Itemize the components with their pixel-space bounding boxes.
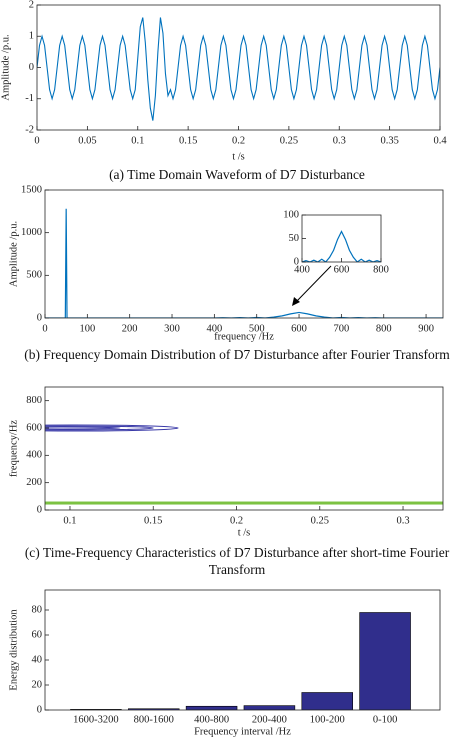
x-tick-label: 0.05 [78, 135, 96, 146]
x-tick-label: 0.35 [380, 135, 398, 146]
axes-box [44, 589, 441, 711]
panel: 0 50 100 400 600 800 [283, 209, 389, 275]
y-tick-label: 40 [32, 654, 43, 665]
y-tick-label: -2 [25, 124, 34, 135]
plot-content [70, 612, 411, 710]
line [302, 230, 381, 262]
y-tick-label: 50 [289, 233, 300, 244]
x-tick-label: 100-200 [310, 714, 345, 725]
x-tick-label: 800 [376, 323, 392, 334]
axes-box [44, 386, 444, 511]
y-tick-label: 100 [283, 209, 299, 220]
contour [45, 426, 121, 430]
x-tick-label: 1600-3200 [73, 714, 119, 725]
x-axis-label: frequency /Hz [214, 331, 274, 342]
bar [243, 705, 296, 710]
x-axis-label: Frequency interval /Hz [194, 726, 291, 737]
panel: -2 -1 0 1 2 0 0.05 0.1 0.15 0.2 0.25 0.3 0.35 0.4 t /s… [0, 0, 447, 162]
x-tick-label: 0 [34, 135, 39, 146]
x-tick-label: 800 [373, 264, 389, 275]
x-tick-label: 200 [122, 323, 138, 334]
y-tick-label: -1 [25, 93, 34, 104]
arrow-head [292, 297, 300, 306]
x-axis-label: t /s [238, 527, 251, 538]
y-tick-label: 60 [32, 629, 43, 640]
y-tick-label: 0 [37, 704, 42, 715]
caption: (a) Time Domain Waveform of D7 Disturban… [109, 167, 365, 182]
x-tick-label: 0.1 [131, 135, 144, 146]
y-tick-label: 80 [32, 604, 43, 615]
y-axis-label: Energy distribution [8, 609, 19, 691]
y-tick-label: 2 [29, 0, 34, 10]
x-tick-label: 400 [294, 264, 310, 275]
x-tick-label: 0 [42, 323, 47, 334]
y-tick-label: 800 [26, 395, 42, 406]
bar [301, 692, 353, 710]
y-tick-label: 0 [37, 504, 42, 515]
x-tick-label: 600 [291, 323, 307, 334]
y-tick-label: 20 [32, 679, 43, 690]
x-tick-label: 600 [334, 264, 350, 275]
x-tick-label: 0.15 [179, 135, 197, 146]
y-tick-label: 1000 [21, 227, 42, 238]
y-tick-label: 200 [26, 477, 42, 488]
x-tick-label: 100 [79, 323, 95, 334]
y-axis-label: frequency/Hz [8, 420, 19, 477]
x-tick-label: 0.1 [63, 515, 76, 526]
plot-area [45, 190, 443, 318]
y-tick-label: 1 [29, 31, 34, 42]
annotation-arrow [292, 265, 332, 306]
bar [359, 612, 411, 710]
bar [128, 708, 180, 710]
x-tick-label: 900 [418, 323, 434, 334]
plot-area [302, 215, 381, 262]
x-tick-label: 0.2 [232, 135, 245, 146]
x-tick-label: 700 [334, 323, 350, 334]
plot-content [302, 230, 381, 262]
plot-content [45, 424, 443, 505]
y-tick-label: 0 [29, 62, 34, 73]
panel: 1600-3200 800-1600 400-800 200-400 100-200 0-… [8, 589, 441, 737]
x-tick-label: 400 [206, 323, 222, 334]
contour [45, 425, 154, 431]
y-tick-label: 0 [37, 312, 42, 323]
x-tick-label: 300 [164, 323, 180, 334]
y-tick-label: 0 [294, 256, 299, 267]
plot-content [37, 17, 440, 121]
band [45, 501, 443, 505]
y-tick-label: 500 [26, 270, 42, 281]
contour [45, 424, 179, 432]
x-tick-label: 0.25 [280, 135, 298, 146]
x-tick-label: 800-1600 [134, 714, 174, 725]
y-axis-label: Amplitude /p.u. [8, 221, 19, 287]
caption: (c) Time-Frequency Characteristics of D7… [24, 545, 450, 577]
panel: 0 200 400 600 800 0.1 0.15 0.2 0.25 0.3 t /s freque… [8, 386, 444, 538]
x-tick-label: 200-400 [252, 714, 287, 725]
x-tick-label: 0.3 [333, 135, 346, 146]
x-tick-label: 0.3 [396, 515, 409, 526]
x-tick-label: 500 [249, 323, 265, 334]
y-tick-label: 400 [26, 450, 42, 461]
plot-area [45, 387, 443, 510]
axes-box [44, 189, 444, 319]
bar [185, 705, 238, 710]
x-tick-label: 0.15 [144, 515, 162, 526]
arrow-line [295, 265, 332, 303]
x-tick-label: 0-100 [373, 714, 398, 725]
x-axis-label: t /s [232, 151, 245, 162]
x-tick-label: 0.2 [230, 515, 243, 526]
y-axis-label: Amplitude /p.u. [0, 34, 11, 100]
y-tick-label: 600 [26, 422, 42, 433]
caption: (b) Frequency Domain Distribution of D7 … [24, 347, 450, 362]
line [37, 17, 440, 121]
x-tick-label: 0.25 [311, 515, 329, 526]
x-tick-label: 0.4 [433, 135, 447, 146]
x-tick-label: 400-800 [194, 714, 229, 725]
y-tick-label: 1500 [21, 184, 42, 195]
